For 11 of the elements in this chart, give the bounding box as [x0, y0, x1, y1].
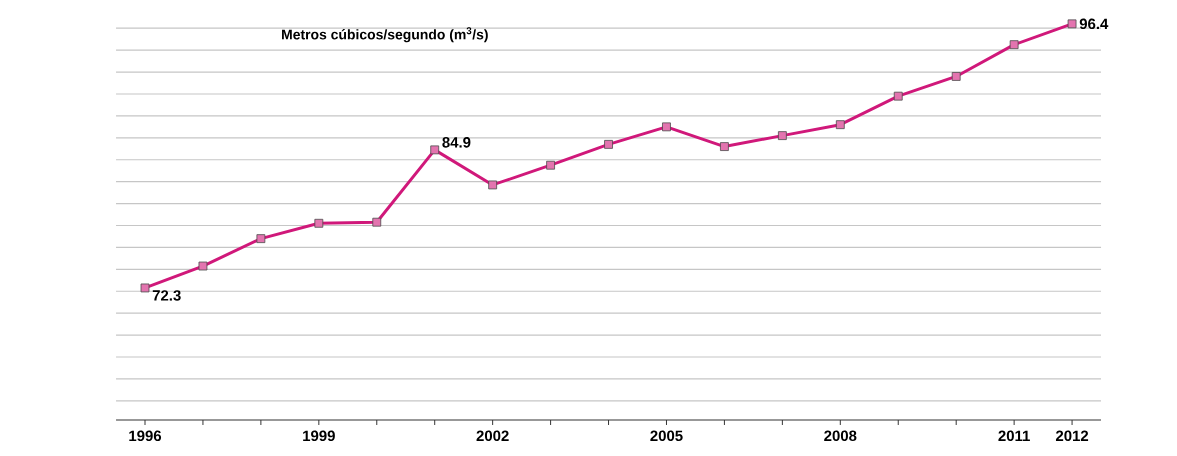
x-tick-label: 2011 [998, 430, 1030, 442]
x-tick-label: 1996 [129, 430, 162, 442]
y-axis-title: Metros cúbicos/segundo (m$^{3}$/s) [282, 27, 488, 43]
data-label: 72.3 [152, 290, 181, 301]
x-tick-label: 2002 [476, 430, 509, 442]
data-label: 84.9 [442, 137, 471, 148]
x-tick-label: 2005 [650, 430, 683, 442]
x-tick-label: 2012 [1055, 430, 1089, 442]
data-label: 96.4 [1079, 18, 1109, 30]
x-tick-label: 1999 [303, 430, 335, 442]
x-tick-label: 2008 [824, 430, 857, 442]
